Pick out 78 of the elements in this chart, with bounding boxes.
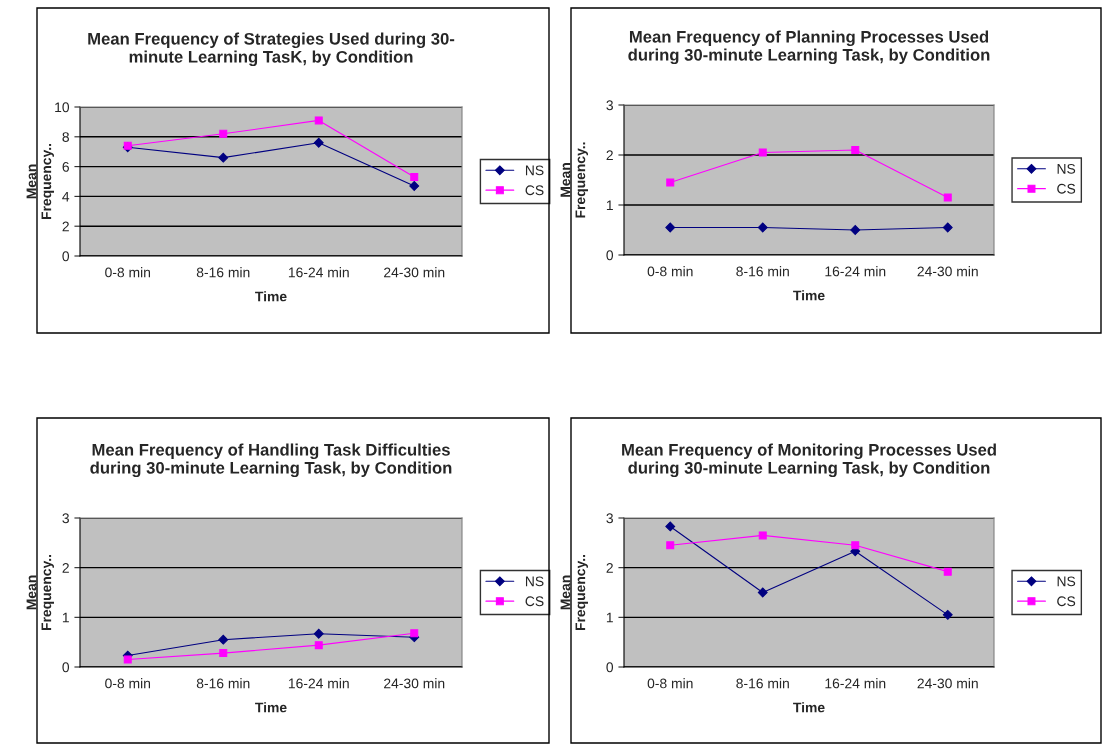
y-axis-title: Mean Frequency.. [26,554,54,631]
y-tick-label: 2 [62,221,69,232]
point [666,541,675,550]
x-tick-label: 16-24 min [288,267,349,278]
y-tick-label: 3 [62,513,69,524]
x-tick-label: 24-30 min [384,267,445,278]
x-axis-title: Time [255,291,287,302]
x-tick-label: 0-8 min [105,678,151,689]
x-tick-label: 24-30 min [384,678,445,689]
x-tick-label: 8-16 min [736,678,789,689]
y-axis-title: Mean Frequency.. [560,554,588,631]
point [123,655,132,664]
y-tick-label: 1 [606,612,613,623]
legend-label: NS [1057,163,1076,174]
y-tick-label: 0 [62,251,70,262]
x-tick-label: 8-16 min [196,678,250,689]
y-tick-label: 0 [606,250,614,261]
point [665,222,676,233]
y-tick-label: 10 [55,102,70,113]
x-tick-label: 16-24 min [288,678,349,689]
x-tick-label: 16-24 min [825,266,886,277]
point [410,629,419,638]
y-tick-label: 8 [62,132,69,142]
y-tick-label: 2 [62,563,69,573]
y-tick-label: 6 [62,161,69,172]
point [313,137,324,148]
y-tick-label: 3 [606,100,613,111]
point [850,225,861,235]
point [219,129,228,138]
point [219,649,228,658]
point [942,222,953,233]
point [410,173,419,182]
x-tick-label: 0-8 min [647,266,693,277]
y-axis-title: Mean Frequency.. [26,143,54,220]
y-tick-label: 2 [606,150,613,161]
point [943,567,952,576]
legend-label: CS [525,185,544,196]
x-axis-title: Time [255,702,287,713]
point [218,152,229,163]
point [409,181,420,191]
point [758,531,767,540]
chart-title: Mean Frequency of Planning Processes Used during 30-minute Learning Task, by Condition [628,30,990,65]
legend-label: CS [1057,596,1076,607]
y-tick-label: 1 [606,200,613,211]
legend-label: CS [1057,183,1076,194]
y-tick-label: 2 [606,563,613,573]
point [851,541,860,550]
x-tick-label: 0-8 min [647,678,693,689]
point [851,146,860,154]
y-axis-title: Mean Frequency.. [560,142,588,218]
chart-title: Mean Frequency of Monitoring Processes Used during 30-minute Learning Task, by Condition [622,443,996,478]
chart-title: Mean Frequency of Strategies Used during 30- minute Learning TasK, by Condition [88,32,455,67]
legend-label: NS [525,576,544,587]
legend-label: CS [525,596,544,607]
y-tick-label: 0 [62,662,70,673]
point [757,222,768,233]
x-axis-title: Time [793,290,825,301]
x-axis-title: Time [793,702,825,713]
point [313,628,324,639]
point [942,609,953,620]
chart-title: Mean Frequency of Handling Task Difficulties during 30-minute Learning Task, by Condition [90,443,452,478]
x-tick-label: 8-16 min [196,267,250,278]
point [665,521,676,532]
point [218,634,229,645]
x-tick-label: 24-30 min [917,678,978,689]
y-tick-label: 4 [62,191,70,202]
x-tick-label: 24-30 min [917,266,978,277]
legend-label: NS [525,165,544,176]
y-tick-label: 0 [606,662,614,673]
point [314,116,323,125]
x-tick-label: 0-8 min [105,267,151,278]
point [314,641,323,650]
y-tick-label: 3 [606,513,613,524]
x-tick-label: 8-16 min [736,266,789,277]
x-tick-label: 16-24 min [825,678,886,689]
point [757,587,768,598]
y-tick-label: 1 [62,612,69,623]
legend-label: NS [1057,576,1076,587]
